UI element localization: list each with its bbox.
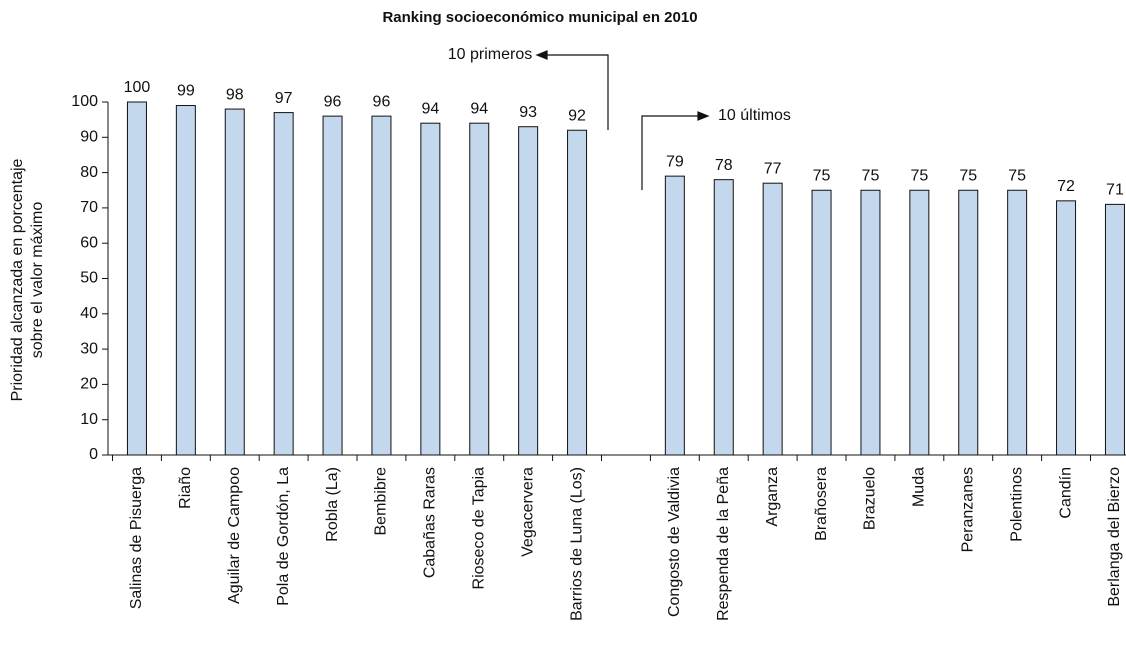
data-label: 99 bbox=[177, 83, 195, 100]
y-tick-label: 100 bbox=[71, 93, 98, 110]
y-tick-label: 70 bbox=[80, 199, 98, 216]
x-tick-label: Congosto de Valdivia bbox=[666, 467, 683, 617]
bar bbox=[860, 189, 881, 456]
y-axis-label: sobre el valor máximo bbox=[29, 202, 46, 359]
data-label: 93 bbox=[519, 104, 537, 121]
data-label: 94 bbox=[421, 100, 439, 117]
bar bbox=[567, 129, 588, 456]
bar bbox=[322, 115, 343, 456]
x-tick-label: Pola de Gordón, La bbox=[275, 467, 292, 606]
x-tick-label: Salinas de Pisuerga bbox=[128, 467, 145, 609]
bar bbox=[420, 122, 441, 456]
x-tick-label: Brazuelo bbox=[862, 467, 879, 530]
x-tick-label: Brañosera bbox=[813, 467, 830, 541]
data-label: 96 bbox=[373, 93, 391, 110]
bar bbox=[811, 189, 832, 456]
annotation: 10 últimos bbox=[718, 107, 791, 124]
data-label: 94 bbox=[470, 100, 488, 117]
y-tick-label: 80 bbox=[80, 164, 98, 181]
x-tick-label: Aguilar de Campoo bbox=[226, 467, 243, 604]
x-tick-label: Polentinos bbox=[1008, 467, 1025, 542]
x-tick-label: Cabañas Raras bbox=[422, 467, 439, 578]
x-tick-label: Barrios de Luna (Los) bbox=[568, 467, 585, 621]
bar bbox=[713, 179, 734, 456]
bar bbox=[958, 189, 979, 456]
bar bbox=[1007, 189, 1028, 456]
x-tick-label: Peranzanes bbox=[959, 467, 976, 552]
annotation-arrows bbox=[535, 50, 710, 190]
bar bbox=[175, 105, 196, 456]
data-label: 75 bbox=[862, 167, 880, 184]
y-tick-label: 60 bbox=[80, 234, 98, 251]
bar bbox=[518, 126, 539, 456]
x-tick-label: Robla (La) bbox=[324, 467, 341, 542]
arrow bbox=[545, 54, 609, 130]
bar bbox=[909, 189, 930, 456]
data-label: 98 bbox=[226, 86, 244, 103]
annotation: 10 primeros bbox=[448, 46, 532, 63]
arrowhead bbox=[697, 111, 710, 121]
data-label: 79 bbox=[666, 153, 684, 170]
bar bbox=[1104, 203, 1125, 456]
x-tick-label: Berlanga del Bierzo bbox=[1106, 467, 1123, 607]
data-label: 75 bbox=[910, 167, 928, 184]
y-tick-label: 90 bbox=[80, 129, 98, 146]
x-tick-label: Rioseco de Tapia bbox=[470, 467, 487, 590]
bar bbox=[224, 108, 245, 456]
x-tick-label: Respenda de la Peña bbox=[715, 467, 732, 621]
y-tick-label: 0 bbox=[89, 446, 98, 463]
x-tick-label: Muda bbox=[911, 467, 928, 507]
data-label: 96 bbox=[324, 93, 342, 110]
data-label: 75 bbox=[813, 167, 831, 184]
data-label: 72 bbox=[1057, 178, 1075, 195]
arrow bbox=[641, 115, 700, 190]
bar bbox=[762, 182, 783, 456]
arrowhead bbox=[535, 50, 548, 60]
x-tick-label: Vegacervera bbox=[519, 467, 536, 557]
y-tick-label: 10 bbox=[80, 411, 98, 428]
bar bbox=[664, 175, 685, 456]
data-label: 71 bbox=[1106, 182, 1124, 199]
data-label: 97 bbox=[275, 90, 293, 107]
x-tick-label: Bembibre bbox=[373, 467, 390, 536]
data-label: 75 bbox=[959, 167, 977, 184]
bar bbox=[1056, 200, 1077, 456]
x-tick-label: Candín bbox=[1057, 467, 1074, 519]
data-label: 75 bbox=[1008, 167, 1026, 184]
bar bbox=[273, 112, 294, 456]
data-label: 92 bbox=[568, 107, 586, 124]
y-tick-label: 50 bbox=[80, 270, 98, 287]
x-tick-label: Riaño bbox=[177, 467, 194, 509]
chart-title: Ranking socioeconómico municipal en 2010 bbox=[382, 9, 697, 26]
data-label: 77 bbox=[764, 160, 782, 177]
x-tick-label: Arganza bbox=[764, 467, 781, 527]
y-tick-label: 40 bbox=[80, 305, 98, 322]
y-tick-label: 20 bbox=[80, 376, 98, 393]
data-label: 78 bbox=[715, 157, 733, 174]
data-label: 100 bbox=[124, 79, 151, 96]
bar bbox=[371, 115, 392, 456]
bar bbox=[126, 101, 147, 456]
bar bbox=[469, 122, 490, 456]
y-axis-label: Prioridad alcanzada en porcentaje bbox=[9, 158, 26, 401]
y-tick-label: 30 bbox=[80, 340, 98, 357]
